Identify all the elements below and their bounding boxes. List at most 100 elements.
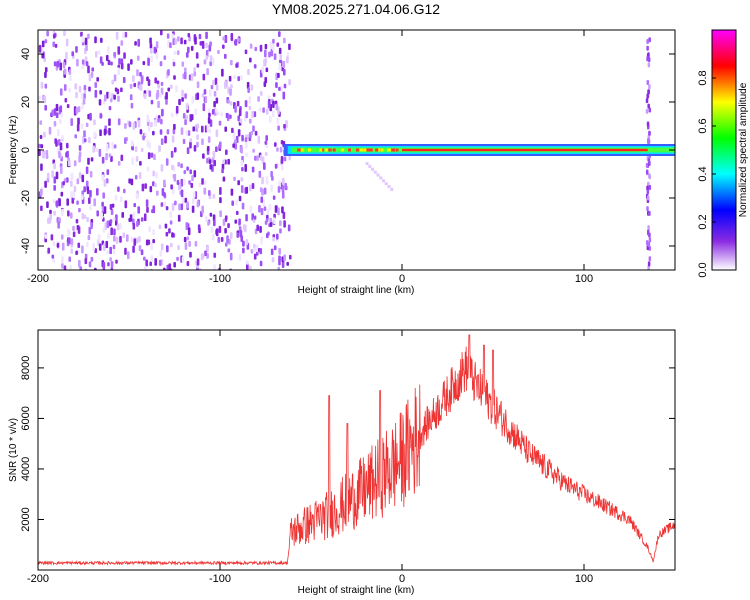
- spectrogram-y-ticks: -40 -20 0 20 40: [20, 48, 675, 254]
- heatmap-cell: [83, 130, 86, 138]
- heatmap-cell: [145, 239, 149, 246]
- heatmap-cell: [52, 33, 56, 39]
- heatmap-cell: [102, 243, 106, 251]
- heatmap-cell: [118, 58, 121, 65]
- heatmap-cell: [68, 256, 72, 262]
- heatmap-cell: [646, 45, 649, 51]
- heatmap-cell: [46, 201, 49, 209]
- heatmap-cell: [164, 223, 168, 229]
- heatmap-cell: [646, 93, 649, 99]
- heatmap-cell: [288, 43, 291, 51]
- heatmap-cell: [232, 131, 236, 140]
- tone-band-blob: [395, 148, 399, 152]
- heatmap-cell: [273, 217, 276, 225]
- heatmap-cell: [128, 178, 131, 184]
- heatmap-cell: [195, 52, 199, 59]
- heatmap-cell: [186, 201, 189, 209]
- heatmap-cell: [215, 146, 218, 152]
- heatmap-cell: [46, 30, 49, 37]
- heatmap-cell: [166, 33, 170, 39]
- heatmap-cell: [124, 200, 128, 209]
- heatmap-cell: [264, 77, 268, 84]
- heatmap-cell: [105, 178, 109, 184]
- heatmap-cell: [114, 87, 118, 92]
- heatmap-cell: [165, 231, 169, 237]
- heatmap-cell: [99, 90, 102, 95]
- heatmap-cell: [91, 67, 95, 72]
- heatmap-cell: [187, 227, 191, 236]
- heatmap-cell: [117, 95, 120, 102]
- heatmap-cell: [176, 256, 179, 261]
- heatmap-cell: [165, 158, 169, 166]
- tone-band-core: [402, 148, 648, 152]
- heatmap-cell: [152, 130, 155, 136]
- heatmap-cell: [212, 150, 216, 159]
- heatmap-cell: [170, 112, 174, 118]
- heatmap-cell: [207, 116, 211, 124]
- heatmap-cell: [108, 127, 111, 136]
- heatmap-cell: [259, 90, 263, 96]
- heatmap-cell: [59, 105, 63, 113]
- figure-title: YM08.2025.271.04.06.G12: [272, 1, 440, 17]
- heatmap-cell: [647, 140, 650, 146]
- y-tick-label: 8000: [20, 356, 32, 380]
- heatmap-cell: [188, 240, 191, 247]
- heatmap-cell: [124, 31, 128, 38]
- heatmap-cell: [132, 122, 136, 130]
- heatmap-cell: [268, 203, 272, 211]
- heatmap-cell: [198, 267, 202, 270]
- heatmap-cell: [89, 170, 93, 178]
- heatmap-cell: [248, 95, 252, 104]
- heatmap-cell: [221, 68, 224, 77]
- heatmap-cell: [172, 37, 176, 46]
- heatmap-cell: [245, 111, 249, 119]
- heatmap-cell: [196, 92, 200, 100]
- heatmap-cell: [181, 61, 185, 67]
- heatmap-cell: [268, 51, 271, 58]
- heatmap-cell: [150, 255, 154, 262]
- heatmap-cell: [85, 180, 89, 188]
- heatmap-cell: [122, 32, 125, 39]
- heatmap-cell: [213, 252, 217, 258]
- heatmap-cell: [78, 145, 82, 151]
- heatmap-cell: [264, 43, 268, 50]
- heatmap-cell: [139, 160, 142, 166]
- heatmap-cell: [270, 48, 274, 57]
- heatmap-cell: [113, 74, 117, 82]
- heatmap-cell: [215, 108, 218, 113]
- heatmap-cell: [166, 129, 170, 135]
- heatmap-cell: [130, 140, 134, 147]
- heatmap-cell: [229, 232, 233, 240]
- tone-band-blob: [355, 148, 359, 152]
- colorbar-tick-label: 0.6: [697, 118, 709, 133]
- heatmap-cell: [238, 253, 242, 261]
- heatmap-cell: [44, 104, 47, 111]
- heatmap-cell: [180, 127, 184, 135]
- heatmap-cell: [113, 94, 116, 100]
- heatmap-cell: [212, 194, 216, 199]
- heatmap-cell: [70, 172, 74, 181]
- heatmap-cell: [138, 236, 141, 243]
- heatmap-cell: [196, 123, 200, 129]
- heatmap-cell: [279, 220, 282, 227]
- heatmap-cell: [159, 92, 162, 98]
- heatmap-cell: [101, 201, 104, 207]
- x-tick-label: 100: [575, 273, 593, 285]
- heatmap-cell: [282, 91, 286, 100]
- heatmap-cell: [188, 180, 191, 185]
- heatmap-cell: [233, 176, 236, 182]
- x-tick-label: 100: [575, 573, 593, 585]
- heatmap-cell: [197, 224, 201, 231]
- heatmap-cell: [102, 227, 106, 233]
- heatmap-cell: [244, 164, 248, 172]
- heatmap-cell: [40, 205, 43, 211]
- heatmap-cell: [267, 95, 271, 100]
- heatmap-cell: [52, 198, 56, 204]
- heatmap-cell: [135, 193, 139, 200]
- heatmap-cell: [147, 79, 151, 86]
- heatmap-cell: [185, 102, 189, 110]
- heatmap-cell: [271, 109, 275, 118]
- tone-band-blob: [320, 148, 324, 152]
- heatmap-cell: [279, 54, 283, 61]
- heatmap-cell: [133, 82, 137, 88]
